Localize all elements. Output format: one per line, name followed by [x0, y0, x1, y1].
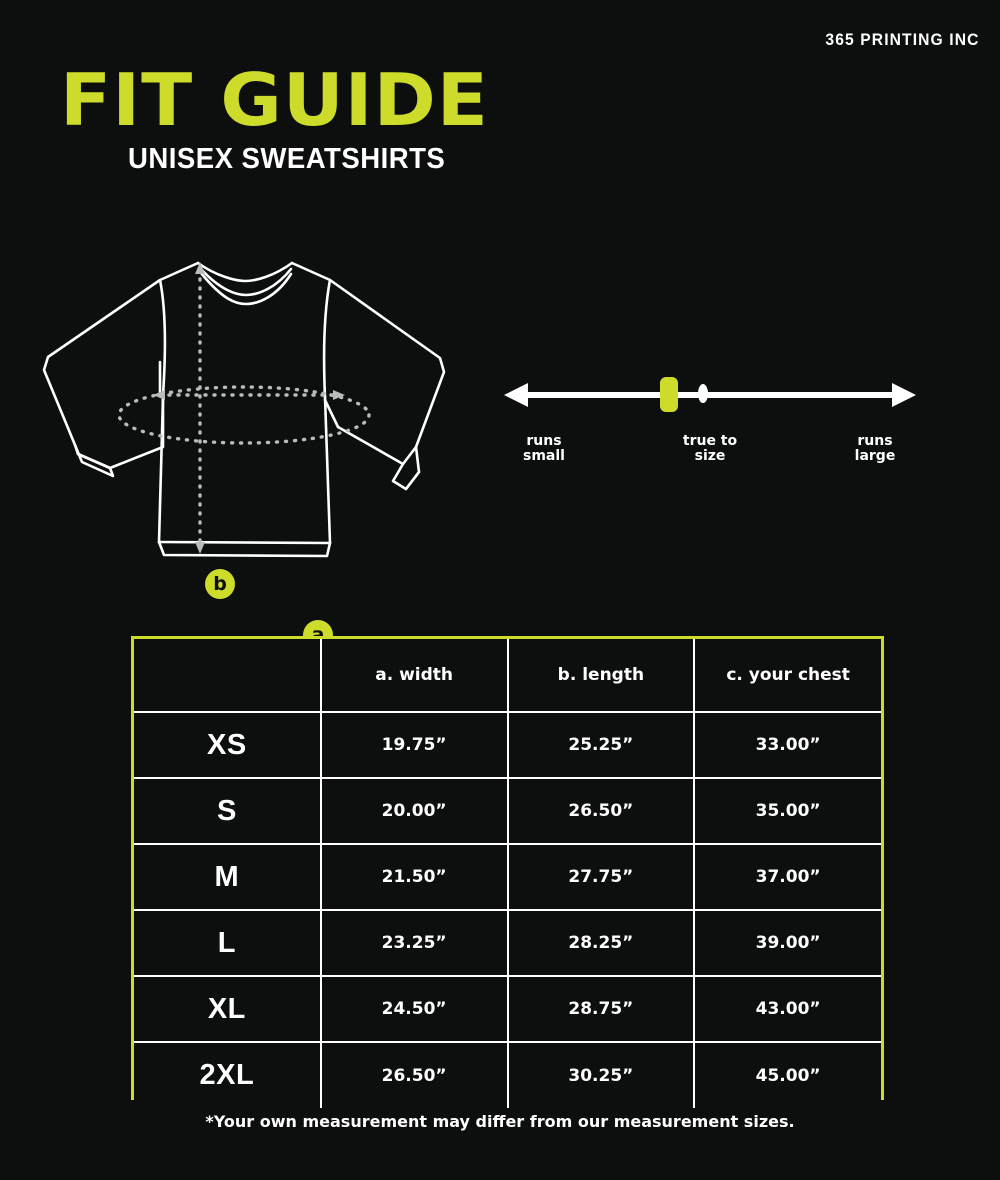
cell-width: 20.00” — [319, 777, 509, 845]
cell-length: 30.25” — [506, 1041, 696, 1108]
sweatshirt-diagram: b a c — [20, 240, 500, 676]
table-row: M 21.50” 27.75” 37.00” — [134, 843, 881, 911]
cell-chest: 39.00” — [693, 909, 881, 977]
brand-label: 365 PRINTING INC — [825, 30, 980, 49]
size-chart-table: a. width b. length c. your chest XS 19.7… — [131, 636, 884, 1108]
arrow-right-icon — [892, 383, 916, 407]
scale-label-runs-small: runs small — [523, 433, 565, 464]
fit-scale-marker — [660, 377, 678, 412]
cell-length: 28.75” — [506, 975, 696, 1043]
guide-arrowheads — [153, 262, 345, 554]
cell-chest: 43.00” — [693, 975, 881, 1043]
cell-width: 21.50” — [319, 843, 509, 911]
table-header-row: a. width b. length c. your chest — [134, 639, 881, 713]
page-title: FIT GUIDE — [60, 58, 489, 142]
fit-scale-axis — [504, 383, 916, 407]
measurement-guides — [158, 268, 340, 548]
cell-size: L — [134, 909, 322, 977]
cell-length: 26.50” — [506, 777, 696, 845]
column-header-chest: c. your chest — [693, 639, 881, 713]
column-header-length: b. length — [506, 639, 696, 713]
scale-label-runs-large: runs large — [854, 433, 896, 464]
cell-width: 19.75” — [319, 711, 509, 779]
badge-b-length: b — [205, 569, 235, 599]
cell-chest: 37.00” — [693, 843, 881, 911]
column-header-size — [134, 639, 322, 713]
cell-length: 27.75” — [506, 843, 696, 911]
table-row: XL 24.50” 28.75” 43.00” — [134, 975, 881, 1043]
cell-size: XS — [134, 711, 322, 779]
table-row: L 23.25” 28.25” 39.00” — [134, 909, 881, 977]
cell-size: S — [134, 777, 322, 845]
cell-width: 26.50” — [319, 1041, 509, 1108]
cell-size: XL — [134, 975, 322, 1043]
cell-chest: 35.00” — [693, 777, 881, 845]
fit-scale: runs small true to size runs large — [500, 360, 920, 470]
table-row: 2XL 26.50” 30.25” 45.00” — [134, 1041, 881, 1108]
fit-scale-center-dot — [698, 384, 708, 403]
cell-length: 25.25” — [506, 711, 696, 779]
scale-label-true-to-size: true to size — [682, 433, 738, 464]
cell-width: 24.50” — [319, 975, 509, 1043]
chest-guide-ellipse — [117, 385, 371, 445]
cell-size: 2XL — [134, 1041, 322, 1108]
table-row: S 20.00” 26.50” 35.00” — [134, 777, 881, 845]
table-row: XS 19.75” 25.25” 33.00” — [134, 711, 881, 779]
cell-size: M — [134, 843, 322, 911]
arrow-left-icon — [504, 383, 528, 407]
cell-length: 28.25” — [506, 909, 696, 977]
sweatshirt-illustration — [42, 261, 446, 558]
measurement-footnote: *Your own measurement may differ from ou… — [205, 1112, 795, 1131]
column-header-width: a. width — [319, 639, 509, 713]
page-subtitle: UNISEX SWEATSHIRTS — [128, 143, 446, 175]
cell-chest: 33.00” — [693, 711, 881, 779]
cell-width: 23.25” — [319, 909, 509, 977]
cell-chest: 45.00” — [693, 1041, 881, 1108]
